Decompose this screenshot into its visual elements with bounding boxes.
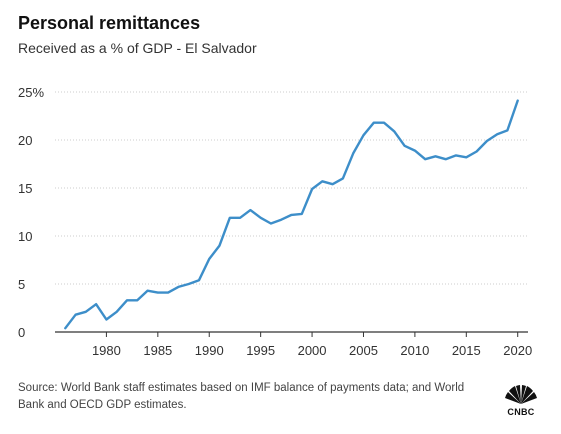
y-tick-label: 20	[18, 133, 32, 148]
x-tick-label: 1995	[246, 343, 275, 358]
chart-subtitle: Received as a % of GDP - El Salvador	[18, 40, 257, 56]
series-layer	[64, 99, 519, 330]
x-tick-label: 2005	[349, 343, 378, 358]
x-tick-label: 1980	[92, 343, 121, 358]
y-tick-label: 0	[18, 325, 25, 340]
x-tick-label: 1990	[195, 343, 224, 358]
x-tick-label: 1985	[143, 343, 172, 358]
logo-text: CNBC	[507, 407, 535, 417]
y-tick-label: 5	[18, 277, 25, 292]
gridlines	[55, 91, 528, 333]
x-tick-label: 2010	[400, 343, 429, 358]
cnbc-logo: CNBC	[499, 380, 543, 417]
x-axis-ticks: 1980 1985 1990 1995 2000 2005 2010 2015 2020	[92, 332, 532, 358]
x-tick-label: 2020	[503, 343, 532, 358]
chart-title: Personal remittances	[18, 13, 201, 33]
peacock-icon	[505, 385, 537, 404]
x-tick-label: 2015	[452, 343, 481, 358]
x-tick-label: 2000	[298, 343, 327, 358]
y-tick-label: 15	[18, 181, 32, 196]
series-line	[64, 99, 519, 330]
y-tick-label: 10	[18, 229, 32, 244]
y-tick-label: 25%	[18, 85, 44, 100]
y-axis-ticks: 25% 20 15 10 5 0	[18, 85, 44, 340]
source-note: Source: World Bank staff estimates based…	[18, 382, 465, 411]
